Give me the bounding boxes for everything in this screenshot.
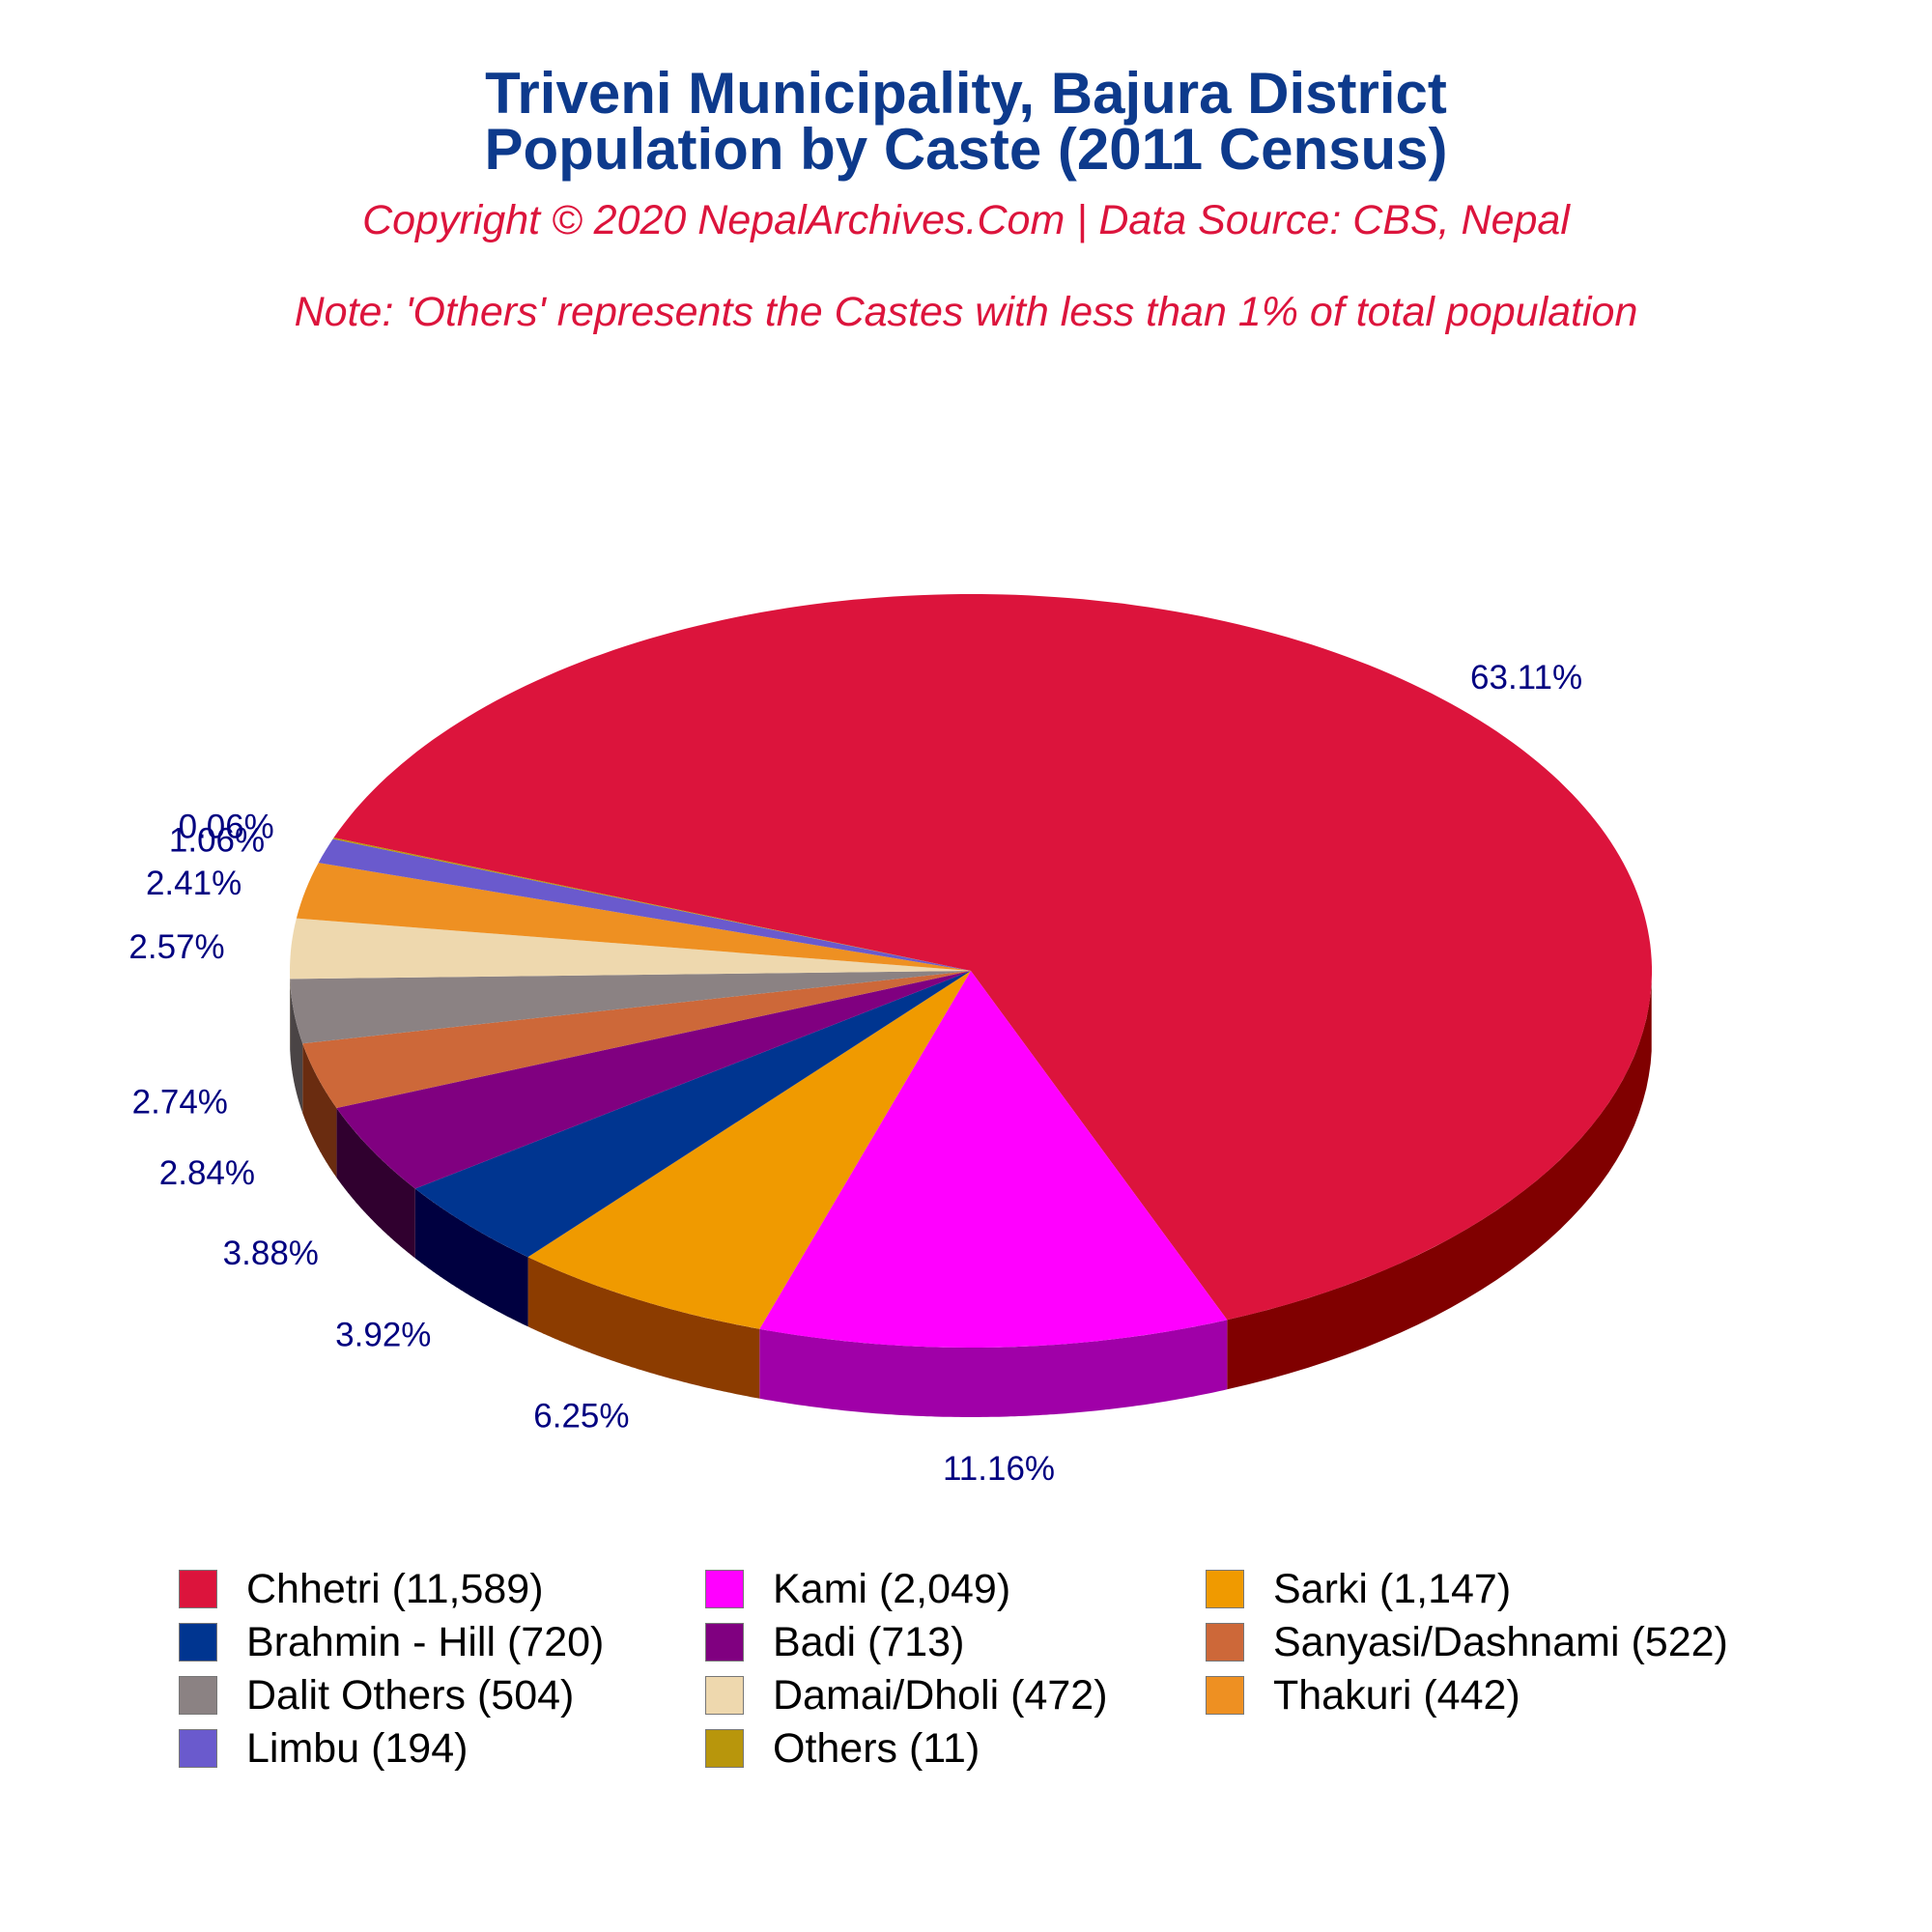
legend-swatch-limbu	[179, 1729, 217, 1768]
chart-title-line-1: Triveni Municipality, Bajura District	[485, 61, 1447, 126]
pct-label-dalit-others: 2.74%	[132, 1084, 228, 1122]
legend-item-sanyasi-dashnami: Sanyasi/Dashnami (522)	[1206, 1618, 1728, 1666]
pct-label-brahmin-hill: 3.92%	[335, 1317, 431, 1354]
chart-title-line-2: Population by Caste (2011 Census)	[484, 117, 1448, 182]
legend-label-badi: Badi (713)	[773, 1618, 965, 1665]
legend-item-dalit-others: Dalit Others (504)	[179, 1671, 574, 1719]
legend-label-brahmin-hill: Brahmin - Hill (720)	[246, 1618, 605, 1665]
legend-swatch-dalit-others	[179, 1676, 217, 1715]
legend-label-sarki: Sarki (1,147)	[1273, 1565, 1512, 1612]
pie-side-chhetri	[1227, 981, 1652, 1390]
pct-label-sanyasi-dashnami: 2.84%	[159, 1154, 255, 1192]
legend-swatch-damai-dholi	[705, 1676, 744, 1715]
pie-side-kami	[759, 1320, 1228, 1417]
legend-item-damai-dholi: Damai/Dholi (472)	[705, 1671, 1108, 1719]
pie-labels: 63.11% 11.16% 6.25% 3.92% 3.88% 2.84% 2.74% 2.5…	[128, 659, 1582, 1488]
legend-label-thakuri: Thakuri (442)	[1273, 1671, 1520, 1719]
legend-swatch-brahmin-hill	[179, 1623, 217, 1662]
legend-label-dalit-others: Dalit Others (504)	[246, 1671, 575, 1719]
legend-swatch-kami	[705, 1570, 744, 1608]
legend-item-brahmin-hill: Brahmin - Hill (720)	[179, 1618, 604, 1666]
pie-slice-brahmin-hill	[414, 971, 971, 1258]
legend-swatch-sanyasi-dashnami	[1206, 1623, 1244, 1662]
legend-swatch-others	[705, 1729, 744, 1768]
pct-label-chhetri: 63.11%	[1470, 659, 1582, 696]
legend-swatch-sarki	[1206, 1570, 1244, 1608]
legend-label-kami: Kami (2,049)	[773, 1565, 1011, 1612]
pie-chart: 63.11% 11.16% 6.25% 3.92% 3.88% 2.84% 2.74% 2.5…	[128, 594, 1652, 1488]
copyright-text: Copyright © 2020 NepalArchives.Com | Dat…	[362, 197, 1570, 243]
pie-slice-limbu	[318, 838, 971, 971]
pct-label-others: 0.06%	[179, 809, 274, 846]
legend-swatch-chhetri	[179, 1570, 217, 1608]
legend-label-limbu: Limbu (194)	[246, 1724, 469, 1772]
pie-side-brahmin-hill	[414, 1188, 528, 1327]
legend-label-sanyasi-dashnami: Sanyasi/Dashnami (522)	[1273, 1618, 1728, 1665]
pie-slice-damai-dholi	[290, 918, 971, 980]
pie-slice-others	[332, 838, 972, 971]
pie-tops	[290, 594, 1652, 1348]
note-text: Note: 'Others' represents the Castes wit…	[294, 289, 1638, 335]
legend-item-others: Others (11)	[705, 1724, 980, 1773]
pie-side-sanyasi-dashnami	[302, 1043, 337, 1178]
legend-swatch-badi	[705, 1623, 744, 1662]
pie-slice-chhetri	[333, 594, 1652, 1321]
pie-slice-sarki	[527, 971, 971, 1329]
pie-side-dalit-others	[290, 979, 303, 1114]
pie-slice-thakuri	[296, 863, 971, 971]
legend-swatch-thakuri	[1206, 1676, 1244, 1715]
pie-slice-sanyasi-dashnami	[302, 971, 971, 1108]
pct-label-kami: 11.16%	[943, 1450, 1055, 1488]
pct-label-sarki: 6.25%	[533, 1398, 629, 1435]
pie-slice-badi	[336, 971, 971, 1189]
pie-side-badi	[336, 1108, 415, 1259]
pie-side-sarki	[527, 1257, 760, 1399]
pct-label-thakuri: 2.41%	[146, 865, 242, 902]
pct-label-damai-dholi: 2.57%	[128, 928, 224, 966]
legend-item-thakuri: Thakuri (442)	[1206, 1671, 1520, 1719]
legend-item-kami: Kami (2,049)	[705, 1565, 1010, 1613]
pie-sides	[290, 971, 1652, 1417]
legend-item-sarki: Sarki (1,147)	[1206, 1565, 1511, 1613]
legend-label-others: Others (11)	[773, 1724, 980, 1772]
pie-slice-kami	[759, 971, 1228, 1348]
legend-item-limbu: Limbu (194)	[179, 1724, 468, 1773]
legend-item-chhetri: Chhetri (11,589)	[179, 1565, 544, 1613]
legend-label-damai-dholi: Damai/Dholi (472)	[773, 1671, 1108, 1719]
pct-label-badi: 3.88%	[223, 1235, 319, 1272]
legend-label-chhetri: Chhetri (11,589)	[246, 1565, 544, 1612]
legend-item-badi: Badi (713)	[705, 1618, 964, 1666]
pct-label-limbu: 1.06%	[169, 822, 265, 860]
pie-slice-dalit-others	[290, 971, 971, 1044]
